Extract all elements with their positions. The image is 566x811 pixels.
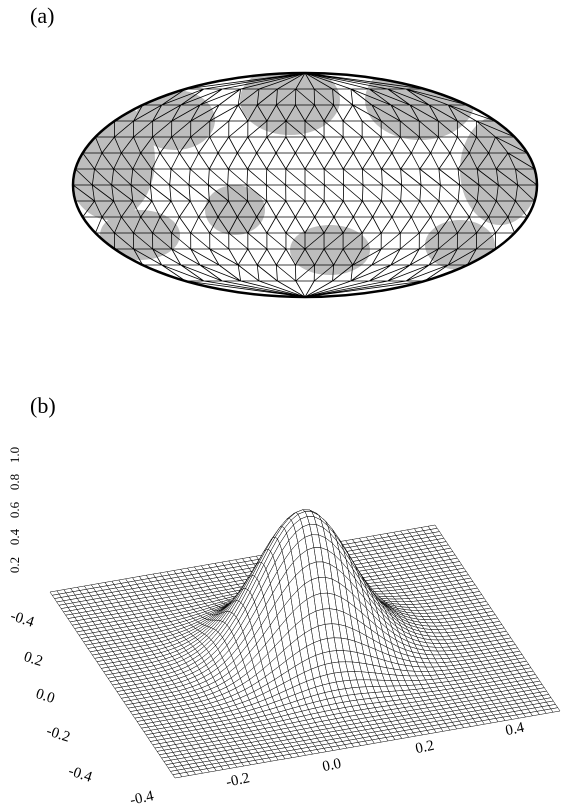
map-outline [71,71,539,299]
z-tick-label: 0.6 [7,501,22,518]
surface-cell [550,707,561,713]
x-tick-label: -0.2 [225,770,252,791]
panel-label: (b) [30,393,56,418]
x-tick-label: 0.4 [504,720,526,740]
y-tick-label: -0.4 [8,608,36,631]
y-tick-label: 0.2 [22,649,45,670]
axis-labels: 0.2 0.4 0.6 0.8 1.0 -0.4 0.2 0.0 -0.2 -0.4 -0.4 -0.… [7,447,526,809]
panel-label: (a) [30,3,54,28]
shaded-regions [73,73,537,275]
z-tick-label: 0.4 [7,528,22,545]
y-tick-label: -0.2 [44,723,72,746]
mesh-map [71,71,539,299]
x-tick-label: 0.0 [321,756,343,776]
surface-plot [49,509,561,779]
x-tick-label: -0.4 [129,788,156,809]
y-tick-label: -0.4 [66,763,94,786]
z-tick-label: 1.0 [7,447,22,463]
z-tick-label: 0.2 [7,557,22,573]
z-tick-label: 0.8 [7,474,22,490]
y-tick-label: 0.0 [34,686,57,707]
x-tick-label: 0.2 [414,738,436,758]
